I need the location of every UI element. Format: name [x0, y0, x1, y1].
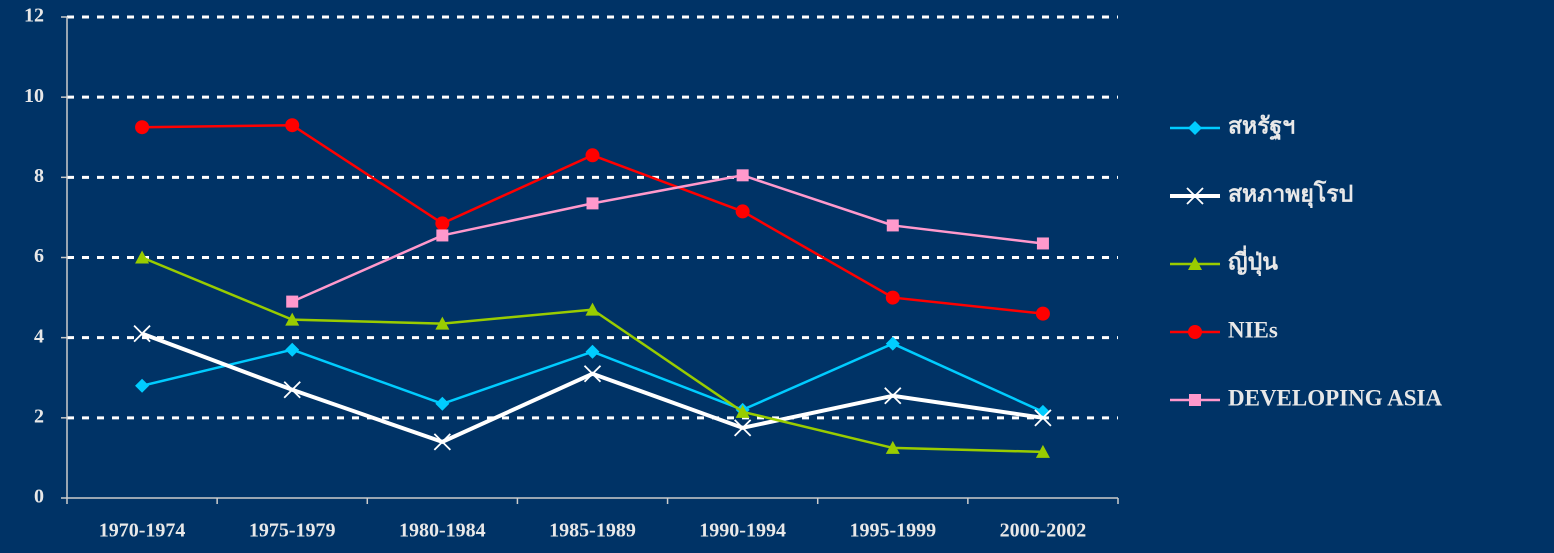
y-tick-label: 4 — [34, 325, 44, 347]
data-point — [885, 336, 900, 351]
legend-label: สหรัฐฯ — [1228, 113, 1295, 140]
data-point — [135, 250, 150, 264]
y-tick-label: 10 — [24, 85, 44, 107]
legend-label: สหภาพยุโรป — [1228, 179, 1353, 208]
data-point — [1036, 237, 1049, 250]
data-point — [135, 120, 150, 135]
legend-marker — [1186, 187, 1204, 205]
data-point — [285, 118, 300, 133]
data-point — [285, 312, 300, 326]
data-point — [433, 433, 451, 451]
data-point — [435, 216, 450, 231]
data-point — [586, 197, 599, 210]
legend-marker — [1189, 394, 1201, 406]
data-point — [1034, 409, 1052, 427]
data-point — [735, 404, 750, 418]
data-point — [736, 169, 749, 182]
y-tick-label: 2 — [34, 405, 44, 427]
data-point — [583, 365, 602, 383]
legend-marker — [1188, 257, 1202, 270]
data-point — [436, 229, 449, 242]
data-point — [735, 204, 750, 219]
x-tick-label: 1980-1984 — [399, 520, 486, 542]
data-point — [1035, 306, 1050, 321]
y-tick-label: 0 — [34, 486, 44, 508]
data-point — [286, 295, 299, 308]
data-point — [1035, 444, 1050, 458]
data-point — [135, 378, 150, 393]
legend-label: NIEs — [1228, 317, 1278, 342]
x-tick-label: 1975-1979 — [249, 520, 336, 542]
data-point — [585, 148, 600, 163]
data-point — [884, 387, 902, 405]
data-point — [886, 219, 899, 232]
legend-marker — [1188, 121, 1202, 135]
x-tick-label: 1985-1989 — [549, 520, 636, 542]
x-tick-label: 1970-1974 — [99, 520, 186, 542]
x-tick-label: 1990-1994 — [699, 520, 786, 542]
x-tick-label: 1995-1999 — [849, 520, 936, 542]
data-point — [885, 290, 900, 305]
data-point — [435, 316, 450, 330]
data-point — [585, 344, 600, 359]
data-point — [885, 440, 900, 454]
data-point — [133, 325, 151, 343]
data-point — [283, 381, 301, 399]
data-point — [435, 396, 450, 411]
legend-label: DEVELOPING ASIA — [1228, 385, 1442, 410]
y-tick-label: 6 — [34, 245, 44, 267]
series-line — [291, 174, 1044, 303]
y-tick-label: 12 — [24, 5, 44, 27]
y-tick-label: 8 — [34, 165, 44, 187]
data-point — [734, 419, 752, 437]
x-tick-label: 2000-2002 — [1000, 520, 1087, 542]
legend-marker — [1188, 325, 1202, 339]
data-point — [585, 302, 600, 316]
data-point — [285, 342, 300, 357]
legend-label: ญี่ปุ่น — [1228, 244, 1278, 276]
